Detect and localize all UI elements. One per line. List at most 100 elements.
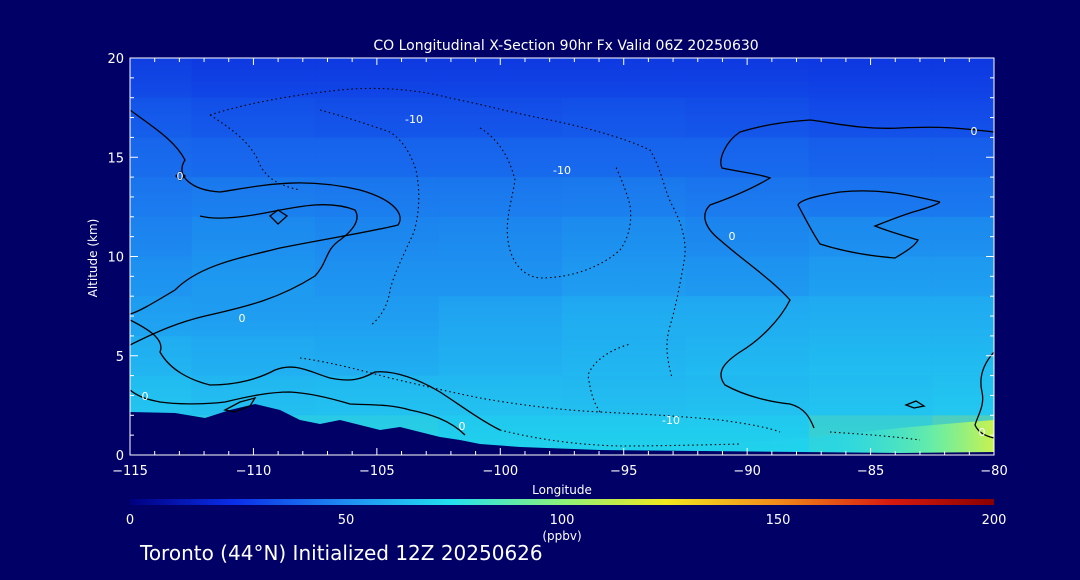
- co-field-cell: [808, 296, 933, 336]
- contour-label: 0: [971, 125, 978, 138]
- co-field-cell: [562, 296, 686, 336]
- co-field-cell: [438, 256, 562, 297]
- x-tick-label: −95: [610, 464, 637, 479]
- contour-line: [130, 109, 401, 315]
- co-field-cell: [438, 137, 562, 178]
- x-tick-label: −85: [857, 464, 884, 479]
- co-field-cell: [315, 296, 439, 336]
- co-field-cell: [562, 335, 686, 376]
- x-tick-label: −100: [482, 464, 518, 479]
- contours-dotted: [209, 87, 921, 447]
- colorbar-tick-label: 100: [550, 513, 575, 528]
- chart-title: CO Longitudinal X-Section 90hr Fx Valid …: [373, 38, 758, 54]
- co-field-cell: [685, 216, 809, 257]
- x-tick-label: −115: [112, 464, 148, 479]
- co-field-cell: [808, 137, 933, 178]
- co-field-cell: [562, 137, 686, 178]
- contour-line: [209, 114, 301, 191]
- co-field-cell: [438, 296, 562, 336]
- co-field-cell: [808, 216, 933, 257]
- co-field-cell: [315, 137, 439, 178]
- contour-label: 0: [142, 390, 149, 403]
- co-field-cell: [315, 177, 439, 217]
- co-field-cells: [130, 58, 994, 455]
- contour-line: [130, 204, 358, 346]
- y-tick-label: 5: [116, 350, 124, 365]
- co-field-cell: [808, 177, 933, 217]
- co-field-background: [130, 58, 994, 455]
- y-axis-label: Altitude (km): [86, 219, 100, 298]
- colorbar-ticks: 0 50 100 150 200: [126, 513, 1007, 528]
- co-field-cell: [438, 375, 562, 416]
- co-field-cell: [130, 256, 192, 297]
- co-field-cell: [315, 335, 439, 376]
- co-field-cell: [562, 256, 686, 297]
- y-tick-label: 20: [107, 52, 124, 67]
- colorbar-tick-label: 50: [338, 513, 355, 528]
- contour-line: [479, 127, 632, 279]
- contour-label: -10: [405, 113, 423, 126]
- co-field-cell: [932, 256, 994, 297]
- co-field-cell: [808, 375, 933, 416]
- co-field-cell: [685, 97, 809, 138]
- co-field-cell: [685, 137, 809, 178]
- co-field-cell: [315, 256, 439, 297]
- co-field-cell: [685, 335, 809, 376]
- colorbar-tick-label: 200: [982, 513, 1007, 528]
- footer-initialized-label: Toronto (44°N) Initialized 12Z 20250626: [140, 541, 543, 565]
- x-axis-label: Longitude: [532, 483, 592, 497]
- co-field-cell: [191, 256, 316, 297]
- x-tick-label: −110: [236, 464, 272, 479]
- co-field-cell: [191, 137, 316, 178]
- contour-label: 0: [979, 426, 986, 439]
- y-tick-label: 10: [107, 251, 124, 266]
- co-field-cell: [685, 177, 809, 217]
- co-field-cell: [191, 177, 316, 217]
- co-field-cell: [685, 256, 809, 297]
- contour-line: [223, 396, 257, 413]
- co-field-cell: [130, 296, 192, 336]
- colorbar: 0 50 100 150 200 (ppbv): [126, 499, 1007, 543]
- contour-label: -10: [553, 164, 571, 177]
- co-field-cell: [191, 296, 316, 336]
- co-field-cell: [130, 58, 192, 98]
- co-field-cell: [130, 216, 192, 257]
- contour-line: [175, 171, 187, 181]
- co-field-cell: [808, 256, 933, 297]
- co-field-cell: [932, 58, 994, 98]
- contour-label: 0: [459, 420, 466, 433]
- contour-line: [829, 431, 921, 441]
- co-field-cell: [685, 296, 809, 336]
- contour-line: [269, 209, 289, 225]
- colorbar-gradient: [130, 499, 994, 505]
- co-field-cell: [438, 97, 562, 138]
- co-field-cell: [562, 375, 686, 416]
- co-field-cell: [315, 216, 439, 257]
- contour-label: -10: [662, 414, 680, 427]
- co-field-cell: [130, 177, 192, 217]
- colorbar-tick-label: 0: [126, 513, 134, 528]
- surface-plume: [600, 420, 994, 455]
- co-field-cell: [562, 216, 686, 257]
- contour-line: [499, 429, 741, 447]
- plot-area: 0 0 0 0 0 0 0 -10 -10 -10: [130, 58, 994, 455]
- contour-line: [974, 351, 994, 439]
- co-field-cell: [932, 216, 994, 257]
- co-field-cell: [130, 375, 192, 416]
- x-tick-label: −90: [733, 464, 760, 479]
- contour-line: [797, 190, 941, 259]
- contour-line: [130, 389, 466, 436]
- contour-line: [704, 119, 994, 429]
- co-field-cell: [191, 335, 316, 376]
- co-field-cell: [438, 177, 562, 217]
- co-field-cell: [562, 97, 686, 138]
- co-field-cell: [932, 137, 994, 178]
- co-field-cell: [562, 177, 686, 217]
- co-field-cell: [808, 335, 933, 376]
- co-field-cell: [932, 296, 994, 336]
- co-field-cell: [315, 97, 439, 138]
- co-field-cell: [438, 216, 562, 257]
- terrain: [130, 404, 994, 455]
